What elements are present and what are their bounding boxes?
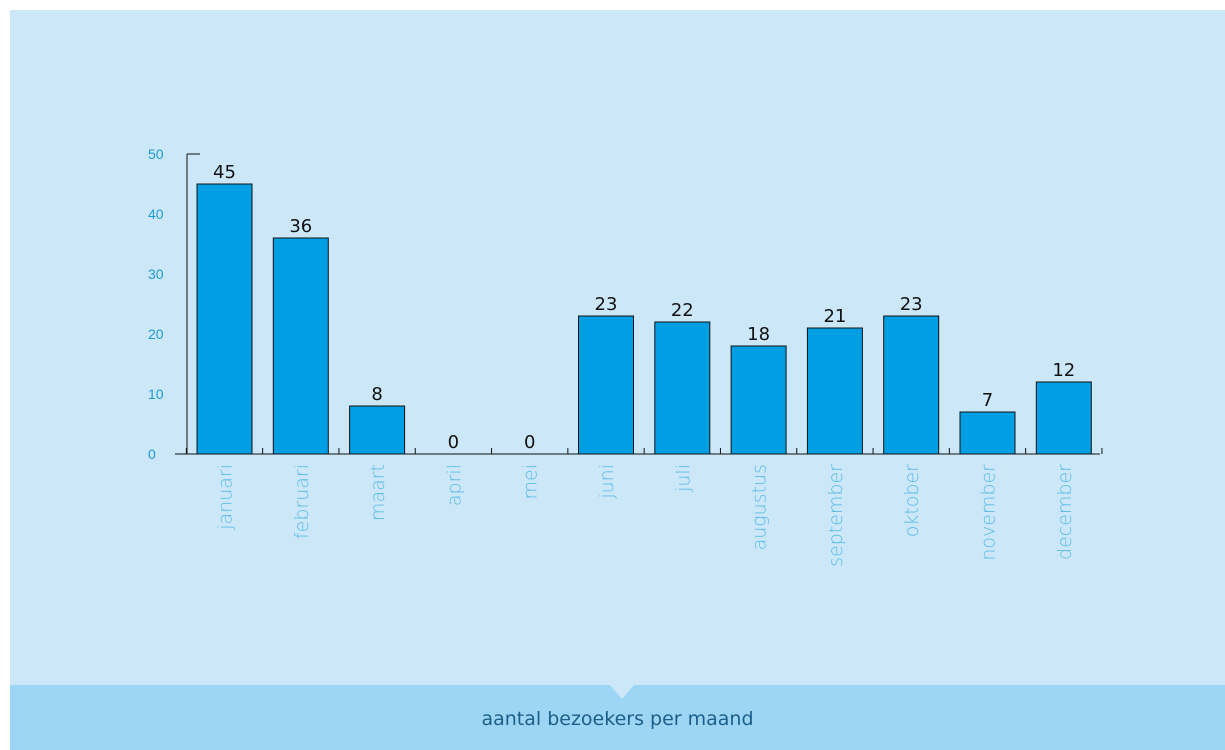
chart-caption: aantal bezoekers per maand <box>481 708 754 730</box>
bar <box>883 315 940 455</box>
y-tick-label: 20 <box>148 326 164 342</box>
bar-value-label: 7 <box>982 390 993 411</box>
bar-value-label: 21 <box>823 306 846 327</box>
bar <box>806 327 863 455</box>
bar-value-label: 22 <box>671 300 694 321</box>
x-category-label: november <box>978 464 1000 561</box>
x-category-label: juli <box>672 464 694 493</box>
y-tick-label: 0 <box>148 446 156 462</box>
axes <box>175 153 1103 455</box>
x-category-label: december <box>1054 464 1076 560</box>
bar-value-label: 23 <box>595 294 618 315</box>
x-category-label: oktober <box>901 464 923 537</box>
bar-value-label: 0 <box>448 432 459 453</box>
bar <box>730 345 787 455</box>
bar <box>959 411 1016 455</box>
bar <box>196 183 253 455</box>
x-category-label: maart <box>367 464 389 521</box>
y-tick-label: 50 <box>148 146 164 162</box>
bar-value-label: 23 <box>900 294 923 315</box>
bars <box>196 183 1092 455</box>
y-tick-label: 30 <box>148 266 164 282</box>
bar <box>654 321 711 455</box>
y-tick-label: 40 <box>148 206 164 222</box>
bar-value-label: 45 <box>213 162 236 183</box>
bar-value-label: 12 <box>1052 360 1075 381</box>
caption-notch <box>610 685 634 699</box>
bar-chart: 0 10 20 30 40 50 45 januari 36 februari 8 maart 0 apr… <box>148 146 1103 567</box>
bar <box>272 237 329 455</box>
bar <box>578 315 634 455</box>
bar-value-label: 0 <box>524 432 535 453</box>
bar-value-label: 18 <box>747 324 770 345</box>
bar-value-label: 8 <box>371 384 382 405</box>
x-category-label: mei <box>520 464 542 499</box>
x-category-label: februari <box>291 464 313 539</box>
x-category-label: januari <box>215 464 237 531</box>
bar <box>349 405 406 455</box>
x-category-label: juni <box>596 464 618 500</box>
labels: 0 10 20 30 40 50 45 januari 36 februari 8 maart 0 apr… <box>148 146 1076 567</box>
x-category-label: april <box>443 464 465 506</box>
bar-value-label: 36 <box>289 216 312 237</box>
x-category-label: september <box>825 464 847 567</box>
y-tick-label: 10 <box>148 386 164 402</box>
x-category-label: augustus <box>749 464 771 550</box>
bar <box>1035 381 1092 455</box>
